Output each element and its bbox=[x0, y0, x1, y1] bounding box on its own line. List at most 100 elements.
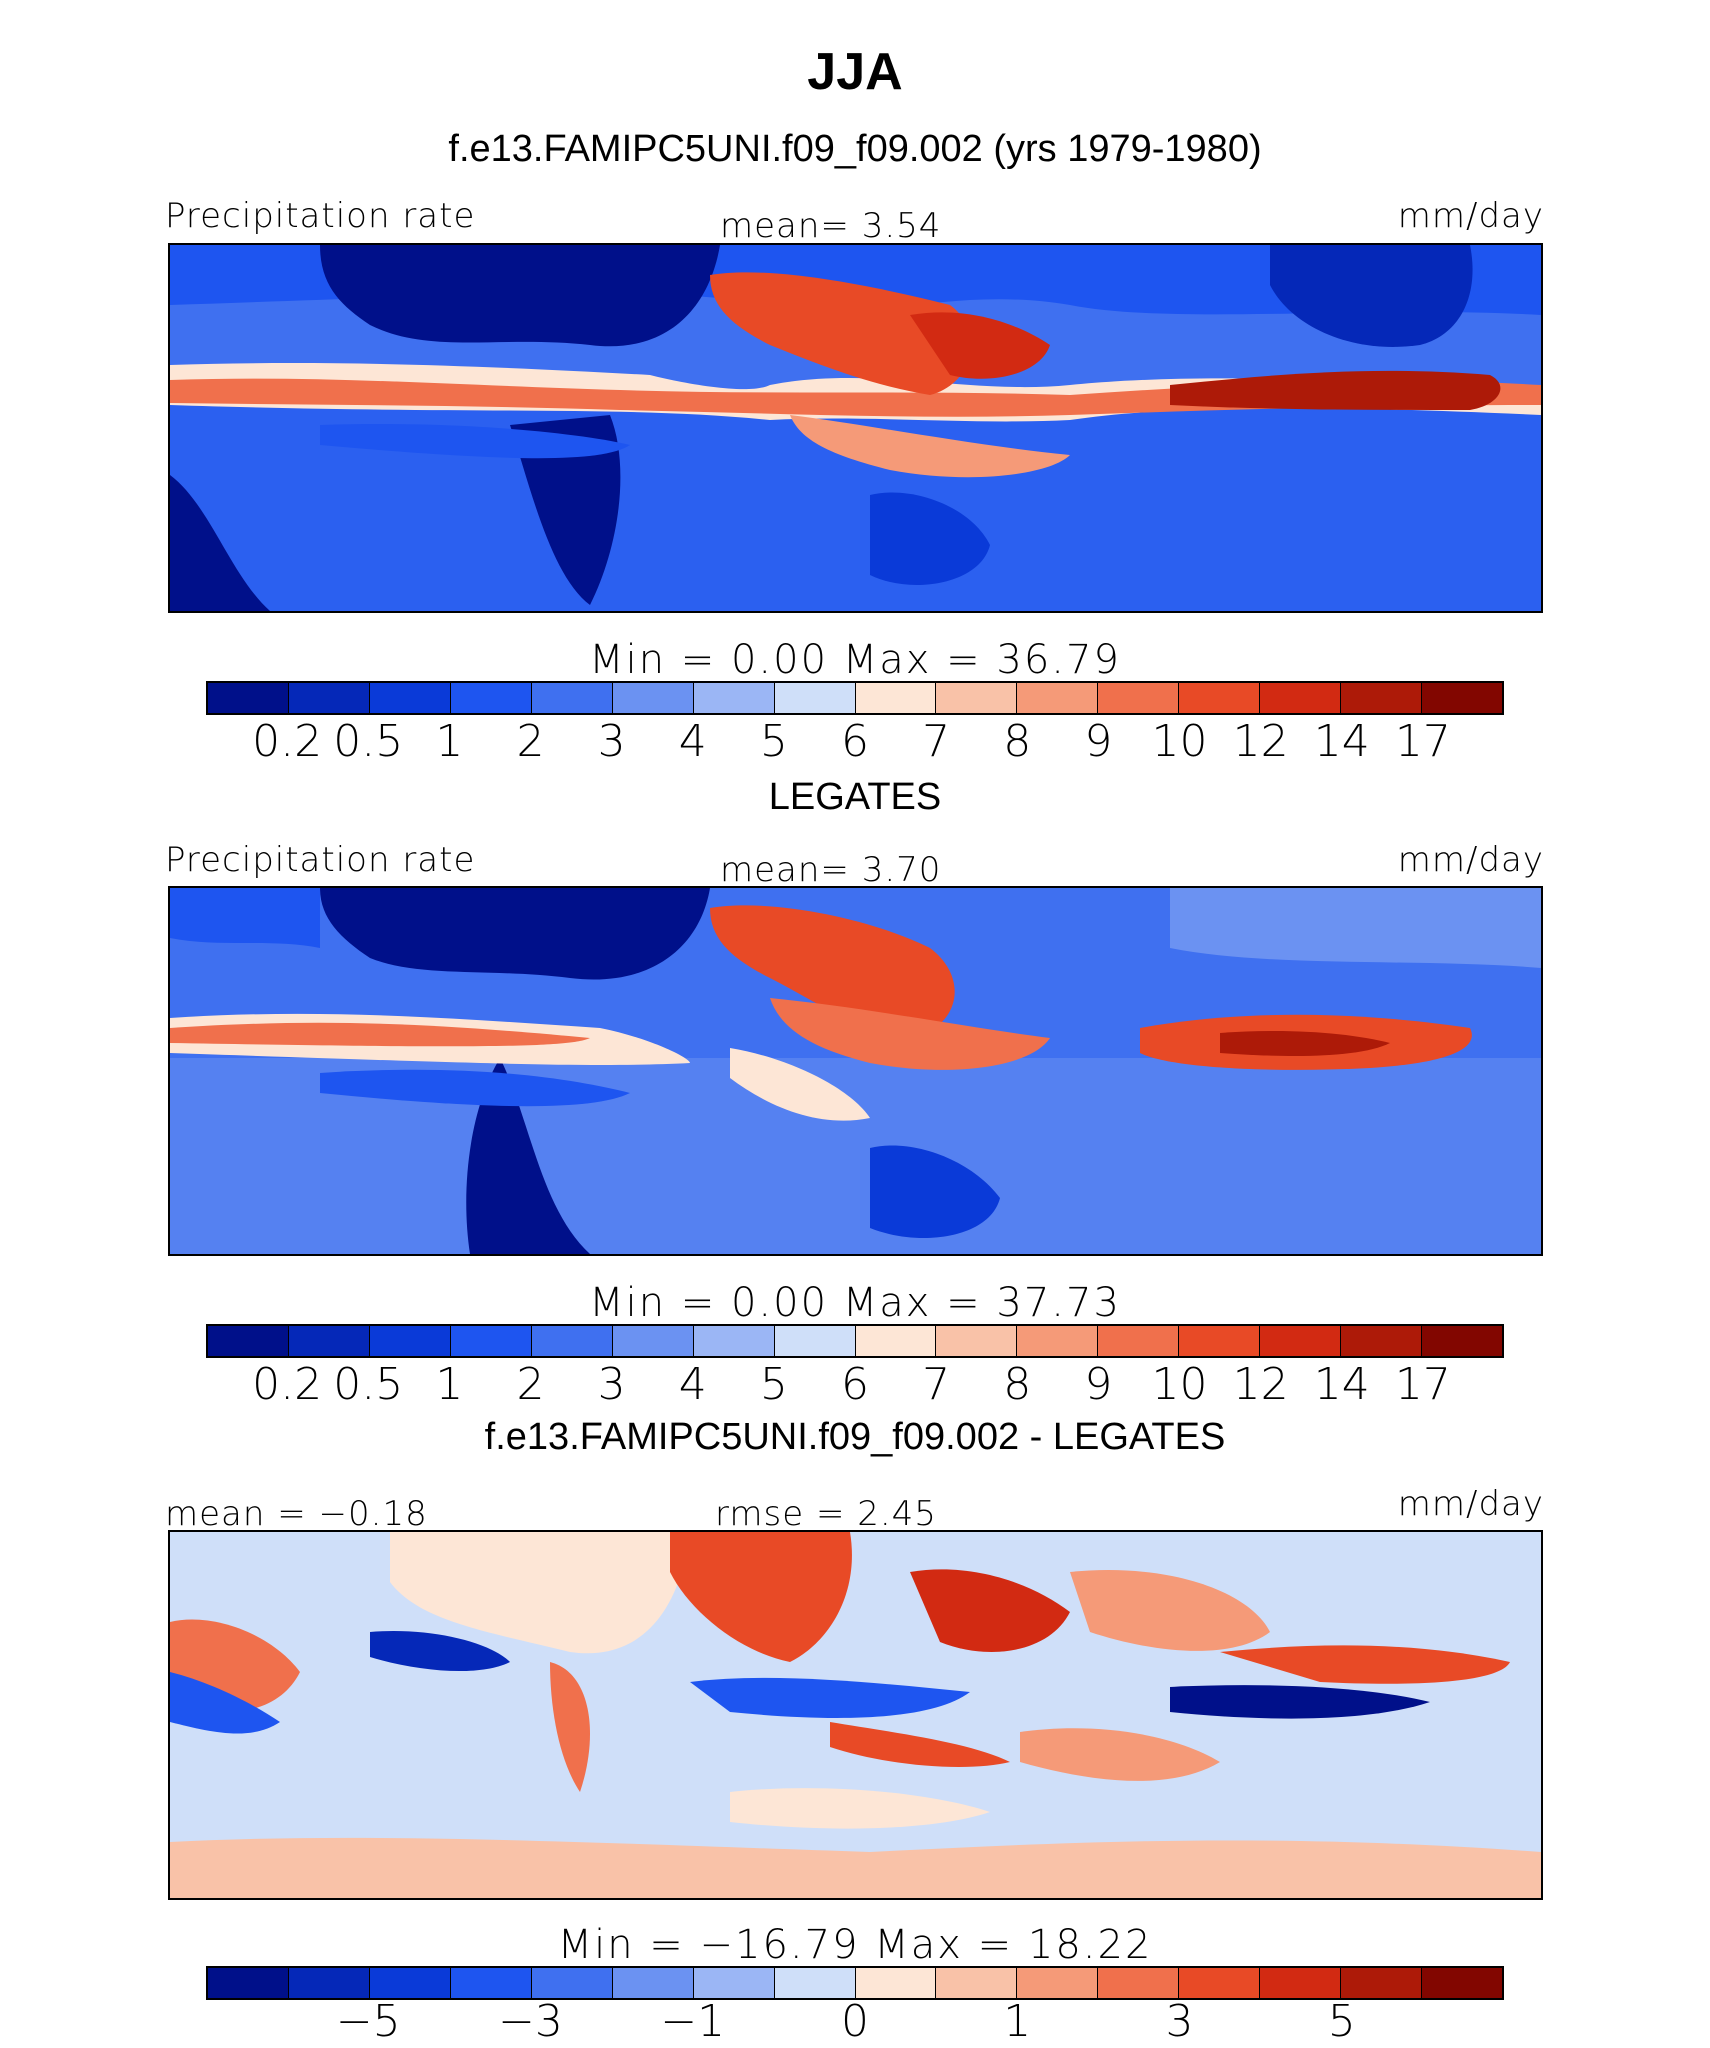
colorbar-tick-label: 14 bbox=[1313, 1359, 1370, 1410]
colorbar-tick-label: 10 bbox=[1151, 716, 1208, 767]
panel1-minmax: Min = 0.00 Max = 36.79 bbox=[589, 637, 1121, 683]
colorbar-swatch bbox=[693, 1326, 775, 1356]
panel2-minmax: Min = 0.00 Max = 37.73 bbox=[589, 1280, 1121, 1326]
colorbar-tick-label: 1 bbox=[1003, 1996, 1032, 2047]
colorbar-tick-label: 14 bbox=[1313, 716, 1370, 767]
panel1-colorbar bbox=[206, 681, 1504, 715]
colorbar-swatch bbox=[774, 683, 856, 713]
colorbar-tick-label: 17 bbox=[1394, 716, 1451, 767]
colorbar-tick-label: 17 bbox=[1394, 1359, 1451, 1410]
panel1-units-label: mm/day bbox=[1397, 196, 1544, 236]
colorbar-swatch bbox=[1341, 683, 1423, 713]
panel1-map-field bbox=[170, 245, 1541, 611]
colorbar-swatch bbox=[450, 1968, 532, 1998]
colorbar-tick-label: 12 bbox=[1232, 1359, 1289, 1410]
colorbar-swatch bbox=[855, 1326, 937, 1356]
colorbar-swatch bbox=[936, 683, 1018, 713]
colorbar-tick-label: 6 bbox=[841, 716, 869, 767]
panel3-title: f.e13.FAMIPC5UNI.f09_f09.002 - LEGATES bbox=[484, 1416, 1226, 1458]
panel2-mean-label: mean= 3.70 bbox=[720, 850, 942, 890]
colorbar-swatch bbox=[1017, 1326, 1099, 1356]
colorbar-tick-label: 4 bbox=[678, 1359, 707, 1410]
colorbar-swatch bbox=[1179, 1968, 1261, 1998]
colorbar-swatch bbox=[1341, 1326, 1423, 1356]
colorbar-swatch bbox=[288, 1326, 370, 1356]
colorbar-swatch bbox=[936, 1326, 1018, 1356]
colorbar-tick-label: 5 bbox=[759, 716, 788, 767]
colorbar-swatch bbox=[693, 1968, 775, 1998]
colorbar-swatch bbox=[1098, 1968, 1180, 1998]
panel2-colorbar-ticks: 0.2 0.5 1 2 3 4 5 6 7 8 9 10 12 14 17 bbox=[0, 1359, 1710, 1410]
panel1-map bbox=[168, 243, 1543, 613]
panel3-minmax: Min = −16.79 Max = 18.22 bbox=[557, 1922, 1153, 1968]
colorbar-swatch bbox=[450, 683, 532, 713]
colorbar-tick-label: 7 bbox=[922, 1359, 951, 1410]
colorbar-tick-label: 12 bbox=[1232, 716, 1289, 767]
panel2-units-label: mm/day bbox=[1397, 840, 1544, 880]
colorbar-tick-label: 0.5 bbox=[333, 1359, 404, 1410]
colorbar-swatch bbox=[1017, 1968, 1099, 1998]
colorbar-swatch bbox=[531, 1326, 613, 1356]
panel3-rmse-label: rmse = 2.45 bbox=[715, 1494, 937, 1534]
panel1-left-label: Precipitation rate bbox=[165, 196, 476, 236]
colorbar-tick-label: 3 bbox=[1165, 1996, 1194, 2047]
colorbar-swatch bbox=[369, 683, 451, 713]
colorbar-tick-label: 0.2 bbox=[252, 716, 323, 767]
colorbar-swatch bbox=[1422, 1968, 1502, 1998]
colorbar-swatch bbox=[531, 683, 613, 713]
colorbar-swatch bbox=[288, 1968, 370, 1998]
panel2-map-field bbox=[170, 888, 1541, 1254]
panel3-map-field bbox=[170, 1532, 1541, 1898]
colorbar-swatch bbox=[612, 683, 694, 713]
colorbar-tick-label: −5 bbox=[335, 1996, 401, 2047]
panel1-colorbar-ticks: 0.2 0.5 1 2 3 4 5 6 7 8 9 10 12 14 17 bbox=[0, 716, 1710, 767]
colorbar-swatch bbox=[855, 683, 937, 713]
colorbar-swatch bbox=[1260, 1968, 1342, 1998]
panel2-colorbar bbox=[206, 1324, 1504, 1358]
colorbar-tick-label: 9 bbox=[1084, 716, 1113, 767]
panel3-map bbox=[168, 1530, 1543, 1900]
colorbar-tick-label: 4 bbox=[678, 716, 707, 767]
colorbar-tick-label: 0.2 bbox=[252, 1359, 323, 1410]
colorbar-swatch bbox=[1341, 1968, 1423, 1998]
colorbar-swatch bbox=[1179, 683, 1261, 713]
colorbar-tick-label: 6 bbox=[841, 1359, 869, 1410]
colorbar-swatch bbox=[936, 1968, 1018, 1998]
colorbar-swatch bbox=[208, 1326, 289, 1356]
panel2-title: LEGATES bbox=[768, 776, 942, 818]
colorbar-swatch bbox=[208, 1968, 289, 1998]
panel1-mean-label: mean= 3.54 bbox=[720, 206, 942, 246]
colorbar-swatch bbox=[1422, 683, 1502, 713]
colorbar-tick-label: 8 bbox=[1003, 716, 1032, 767]
colorbar-tick-label: 1 bbox=[435, 1359, 464, 1410]
colorbar-swatch bbox=[288, 683, 370, 713]
colorbar-swatch bbox=[693, 683, 775, 713]
colorbar-swatch bbox=[1179, 1326, 1261, 1356]
colorbar-tick-label: 0 bbox=[841, 1996, 869, 2047]
panel2-map bbox=[168, 886, 1543, 1256]
panel2-left-label: Precipitation rate bbox=[165, 840, 476, 880]
panel3-mean-label: mean = −0.18 bbox=[165, 1494, 428, 1534]
colorbar-swatch bbox=[612, 1968, 694, 1998]
colorbar-tick-label: 8 bbox=[1003, 1359, 1032, 1410]
colorbar-swatch bbox=[1260, 1326, 1342, 1356]
colorbar-swatch bbox=[1017, 683, 1099, 713]
colorbar-tick-label: −3 bbox=[498, 1996, 563, 2047]
colorbar-tick-label: 3 bbox=[597, 716, 626, 767]
colorbar-tick-label: 1 bbox=[435, 716, 464, 767]
colorbar-swatch bbox=[1098, 1326, 1180, 1356]
figure-subtitle: f.e13.FAMIPC5UNI.f09_f09.002 (yrs 1979-1… bbox=[448, 128, 1262, 170]
figure-title: JJA bbox=[807, 43, 903, 101]
colorbar-tick-label: 9 bbox=[1084, 1359, 1113, 1410]
colorbar-tick-label: 3 bbox=[597, 1359, 626, 1410]
colorbar-swatch bbox=[208, 683, 289, 713]
panel3-colorbar bbox=[206, 1966, 1504, 2000]
colorbar-tick-label: 5 bbox=[1327, 1996, 1356, 2047]
colorbar-tick-label: −1 bbox=[660, 1996, 726, 2047]
colorbar-tick-label: 5 bbox=[759, 1359, 788, 1410]
colorbar-swatch bbox=[1260, 683, 1342, 713]
colorbar-tick-label: 0.5 bbox=[333, 716, 404, 767]
colorbar-swatch bbox=[369, 1326, 451, 1356]
colorbar-tick-label: 2 bbox=[516, 1359, 545, 1410]
colorbar-swatch bbox=[774, 1968, 856, 1998]
